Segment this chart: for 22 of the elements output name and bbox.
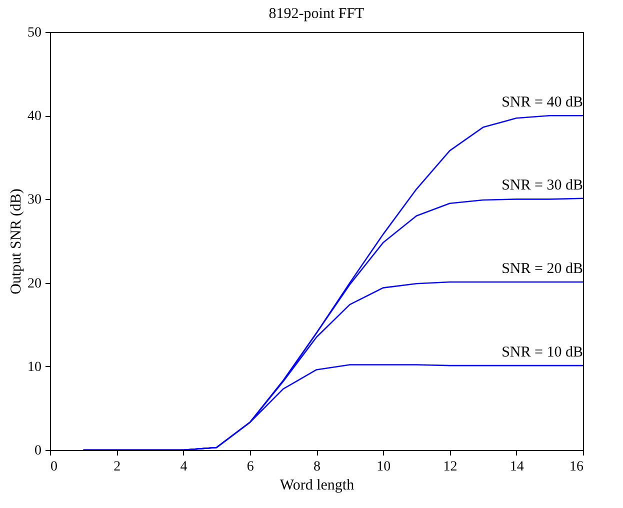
x-tick-label: 10 bbox=[376, 460, 391, 474]
y-tick-label: 30 bbox=[28, 192, 42, 208]
x-axis-title: Word length bbox=[280, 478, 355, 494]
x-tick-label: 2 bbox=[114, 460, 121, 474]
series-label: SNR = 10 dB bbox=[502, 344, 583, 361]
x-tick-label: 12 bbox=[443, 460, 458, 474]
x-tick-label: 14 bbox=[510, 460, 524, 474]
series-label: SNR = 30 dB bbox=[502, 177, 583, 194]
y-tick-label: 20 bbox=[28, 276, 42, 292]
x-tick-label: 4 bbox=[180, 460, 188, 474]
x-tick-label: 16 bbox=[570, 460, 584, 474]
series-label: SNR = 20 dB bbox=[502, 260, 583, 277]
y-axis-title: Output SNR (dB) bbox=[8, 188, 24, 294]
x-tick-label: 8 bbox=[314, 460, 320, 474]
y-tick-label: 10 bbox=[28, 360, 42, 375]
x-tick-label: 0 bbox=[50, 460, 58, 474]
y-tick-label: 0 bbox=[34, 444, 42, 458]
x-tick-label: 6 bbox=[246, 460, 254, 474]
y-tick-label: 50 bbox=[28, 26, 42, 40]
y-tick-label: 40 bbox=[28, 109, 42, 124]
chart-title: 8192-point FFT bbox=[268, 6, 364, 22]
series-label: SNR = 40 dB bbox=[502, 94, 583, 111]
